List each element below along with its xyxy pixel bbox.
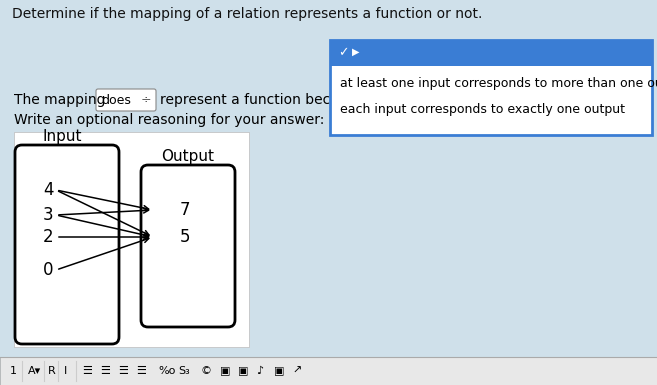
Text: ♪: ♪ <box>256 366 263 376</box>
Text: Determine if the mapping of a relation represents a function or not.: Determine if the mapping of a relation r… <box>12 7 482 21</box>
Text: The mapping: The mapping <box>14 93 106 107</box>
Text: ☰: ☰ <box>100 366 110 376</box>
Text: ▣: ▣ <box>238 366 248 376</box>
Text: ▶: ▶ <box>352 47 359 57</box>
Bar <box>0 357 657 385</box>
Text: R: R <box>48 366 56 376</box>
Text: 4: 4 <box>43 181 53 199</box>
Text: ☰: ☰ <box>136 366 146 376</box>
Text: S₃: S₃ <box>178 366 190 376</box>
Text: ©: © <box>200 366 211 376</box>
FancyBboxPatch shape <box>141 165 235 327</box>
Text: 0: 0 <box>43 261 53 279</box>
Text: ↗: ↗ <box>292 366 302 376</box>
Text: Write an optional reasoning for your answer:: Write an optional reasoning for your ans… <box>14 113 325 127</box>
Text: 3: 3 <box>43 206 53 224</box>
Text: Output: Output <box>162 149 214 164</box>
Text: represent a function becausе: represent a function becausе <box>160 93 363 107</box>
FancyBboxPatch shape <box>15 145 119 344</box>
Text: 1: 1 <box>10 366 17 376</box>
Text: 5: 5 <box>180 228 191 246</box>
Text: ✓: ✓ <box>338 47 348 60</box>
Text: does: does <box>101 94 131 107</box>
FancyBboxPatch shape <box>14 132 249 347</box>
Text: 2: 2 <box>43 228 53 246</box>
Text: ▣: ▣ <box>220 366 231 376</box>
Bar <box>330 40 652 66</box>
Text: ▣: ▣ <box>274 366 284 376</box>
Text: 7: 7 <box>180 201 191 219</box>
Text: Input: Input <box>42 129 81 144</box>
Text: each input corresponds to exactly one output: each input corresponds to exactly one ou… <box>340 104 625 117</box>
Text: ☰: ☰ <box>118 366 128 376</box>
Text: ÷: ÷ <box>141 94 151 107</box>
Text: A▾: A▾ <box>28 366 41 376</box>
Text: at least one input corresponds to more than one output: at least one input corresponds to more t… <box>340 77 657 90</box>
Text: I: I <box>64 366 67 376</box>
FancyBboxPatch shape <box>96 89 156 111</box>
Text: %o: %o <box>158 366 175 376</box>
Text: ☰: ☰ <box>82 366 92 376</box>
FancyBboxPatch shape <box>330 40 652 135</box>
